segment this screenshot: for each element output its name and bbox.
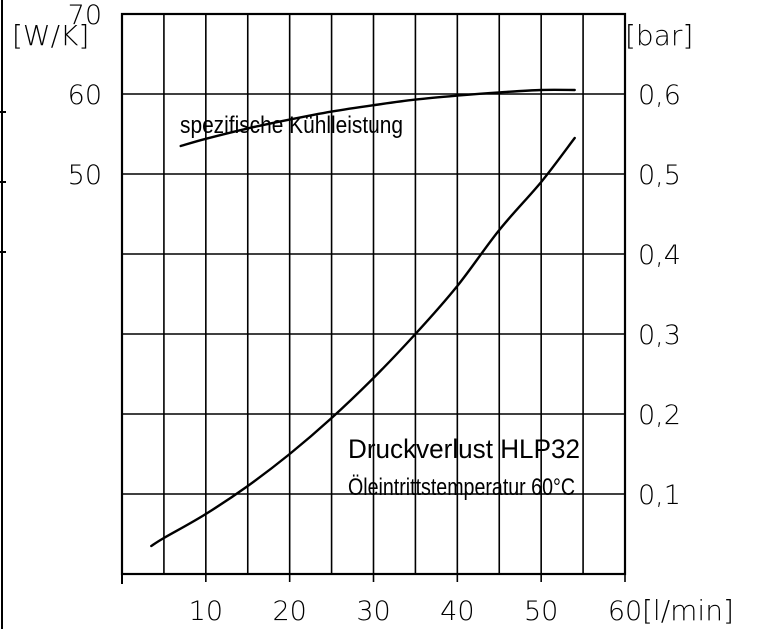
y-left-tick-label-60: 60 [68, 80, 102, 111]
series-lines [150, 88, 576, 548]
y-left-tick-label-50: 50 [68, 160, 102, 191]
x-tick-label-30: 30 [356, 596, 390, 627]
grid [122, 14, 625, 574]
series-line-druckverlust [150, 136, 576, 548]
axis-labels: 10 20 30 40 50 60 50 60 70 0,1 0,2 0,3 0,4 0,5 0,6 [68, 0, 681, 627]
axes [120, 12, 627, 584]
x-tick-label-60: 60 [608, 596, 642, 627]
y-right-tick-label-0,6: 0,6 [638, 80, 681, 111]
series-line-kuehlleistung [179, 88, 576, 148]
y-right-tick-label-0,3: 0,3 [638, 320, 681, 351]
y-right-unit: [bar] [625, 19, 693, 52]
x-unit: [l/min] [642, 594, 734, 627]
y-left-unit: [W/K] [12, 19, 89, 52]
y-right-tick-label-0,4: 0,4 [638, 240, 681, 271]
annotation-kuehlleistung: spezifische Kühlleistung [180, 112, 403, 139]
y-right-tick-label-0,2: 0,2 [638, 400, 681, 431]
annotation-oeltemperatur: Öleintrittstemperatur 60°C [348, 474, 575, 501]
y-left-tick-label-70: 70 [68, 0, 102, 31]
x-tick-label-20: 20 [272, 596, 306, 627]
x-tick-label-10: 10 [189, 596, 223, 627]
annotation-druckverlust: Druckverlust HLP32 [348, 434, 580, 464]
y-right-tick-label-0,1: 0,1 [638, 480, 681, 511]
x-tick-label-40: 40 [440, 596, 474, 627]
y-right-tick-label-0,5: 0,5 [638, 160, 681, 191]
x-tick-label-50: 50 [524, 596, 558, 627]
